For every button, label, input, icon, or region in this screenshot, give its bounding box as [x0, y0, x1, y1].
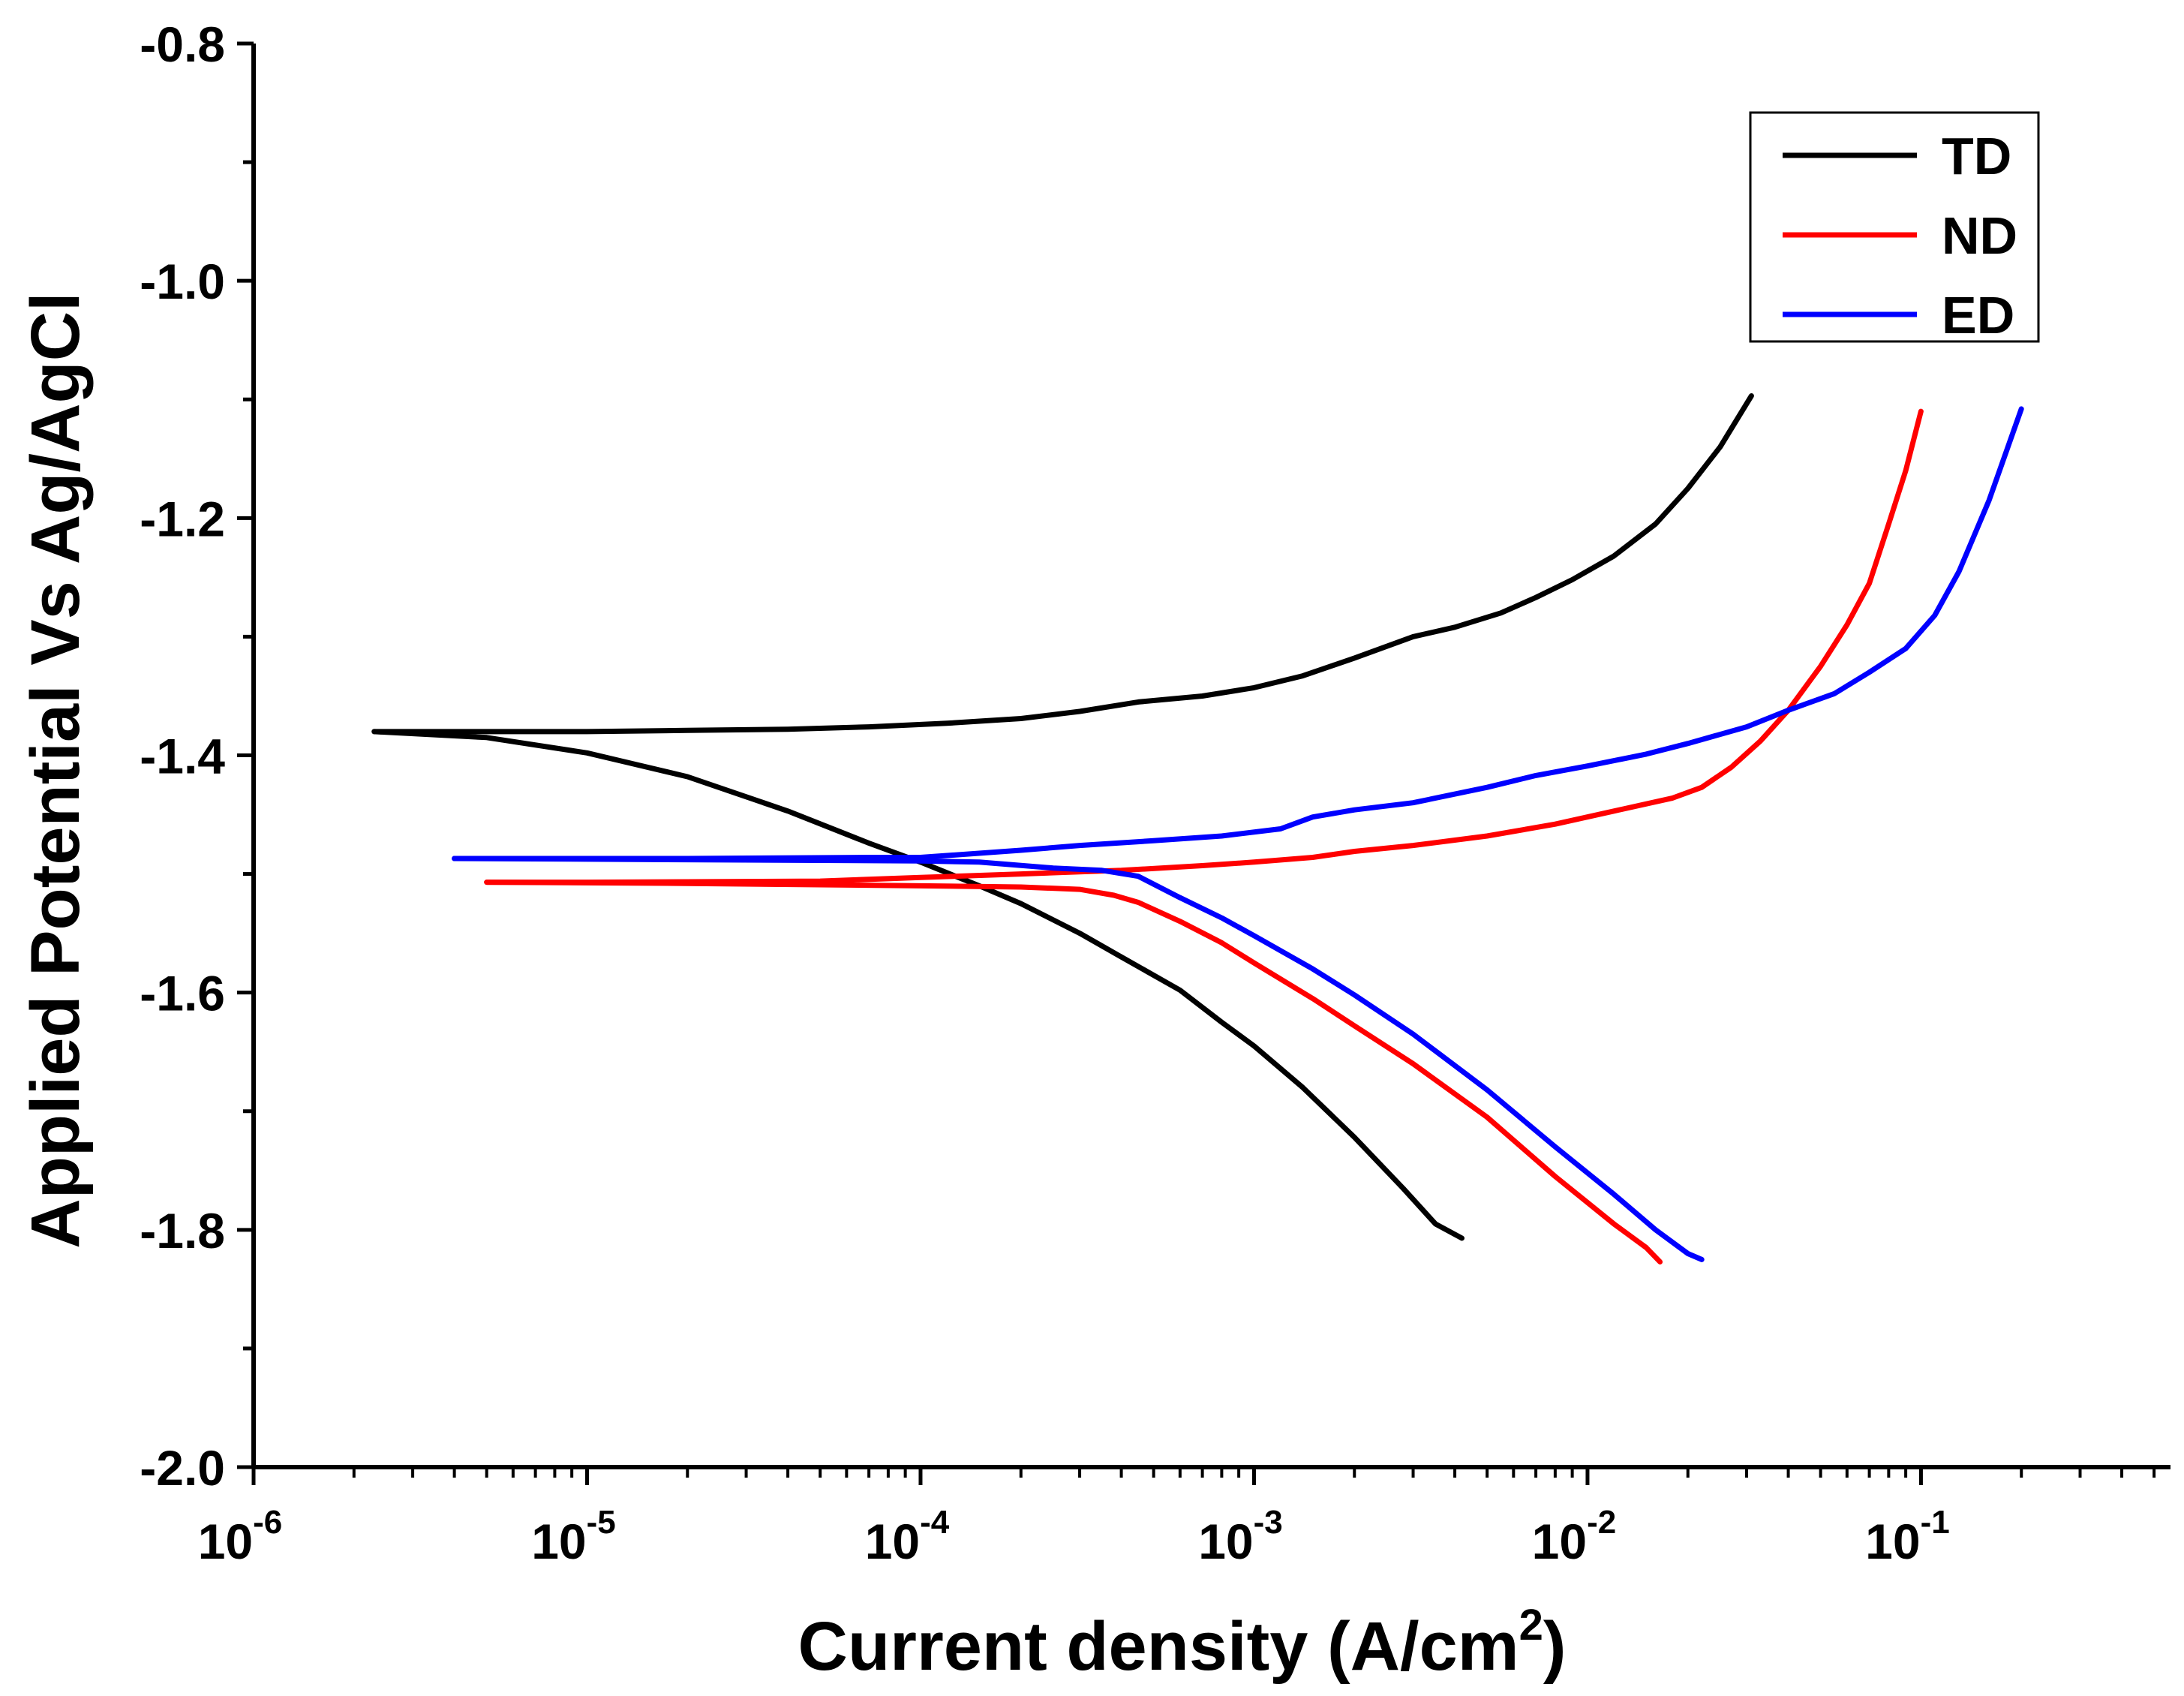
- legend-label-td: TD: [1942, 127, 2011, 185]
- y-axis-title: Applied Potential Vs Ag/AgCl: [17, 292, 94, 1248]
- y-tick-label: -1.0: [140, 254, 225, 309]
- x-tick-label: 10-6: [198, 1504, 283, 1569]
- series-ed-line-anodic: [452, 406, 2024, 862]
- legend-box: [1749, 111, 2040, 343]
- x-tick-label: 10-1: [1865, 1504, 1950, 1569]
- legend-label-ed: ED: [1942, 286, 2014, 344]
- y-tick-label: -1.4: [140, 729, 225, 784]
- x-tick-label: 10-2: [1532, 1504, 1617, 1569]
- series-td-line-anodic: [371, 393, 1754, 735]
- y-tick-label: -1.6: [140, 966, 225, 1021]
- x-tick-label: 10-5: [531, 1504, 616, 1569]
- legend-label-nd: ND: [1942, 206, 2017, 265]
- y-tick-label: -1.2: [140, 491, 225, 546]
- series-nd-line-cathodic: [484, 880, 1663, 1264]
- y-tick-label: -0.8: [140, 17, 225, 72]
- x-tick-label: 10-3: [1198, 1504, 1283, 1569]
- y-tick-label: -2.0: [140, 1440, 225, 1496]
- x-tick-label: 10-4: [865, 1504, 950, 1569]
- x-axis-title: Current density (A/cm2): [798, 1601, 1567, 1685]
- legend: TD ND ED: [1749, 111, 2040, 344]
- series-td-line-cathodic: [371, 729, 1465, 1241]
- series-ed-line-cathodic: [452, 856, 1705, 1262]
- y-tick-label: -1.8: [140, 1203, 225, 1258]
- series-nd-line-anodic: [484, 408, 1924, 886]
